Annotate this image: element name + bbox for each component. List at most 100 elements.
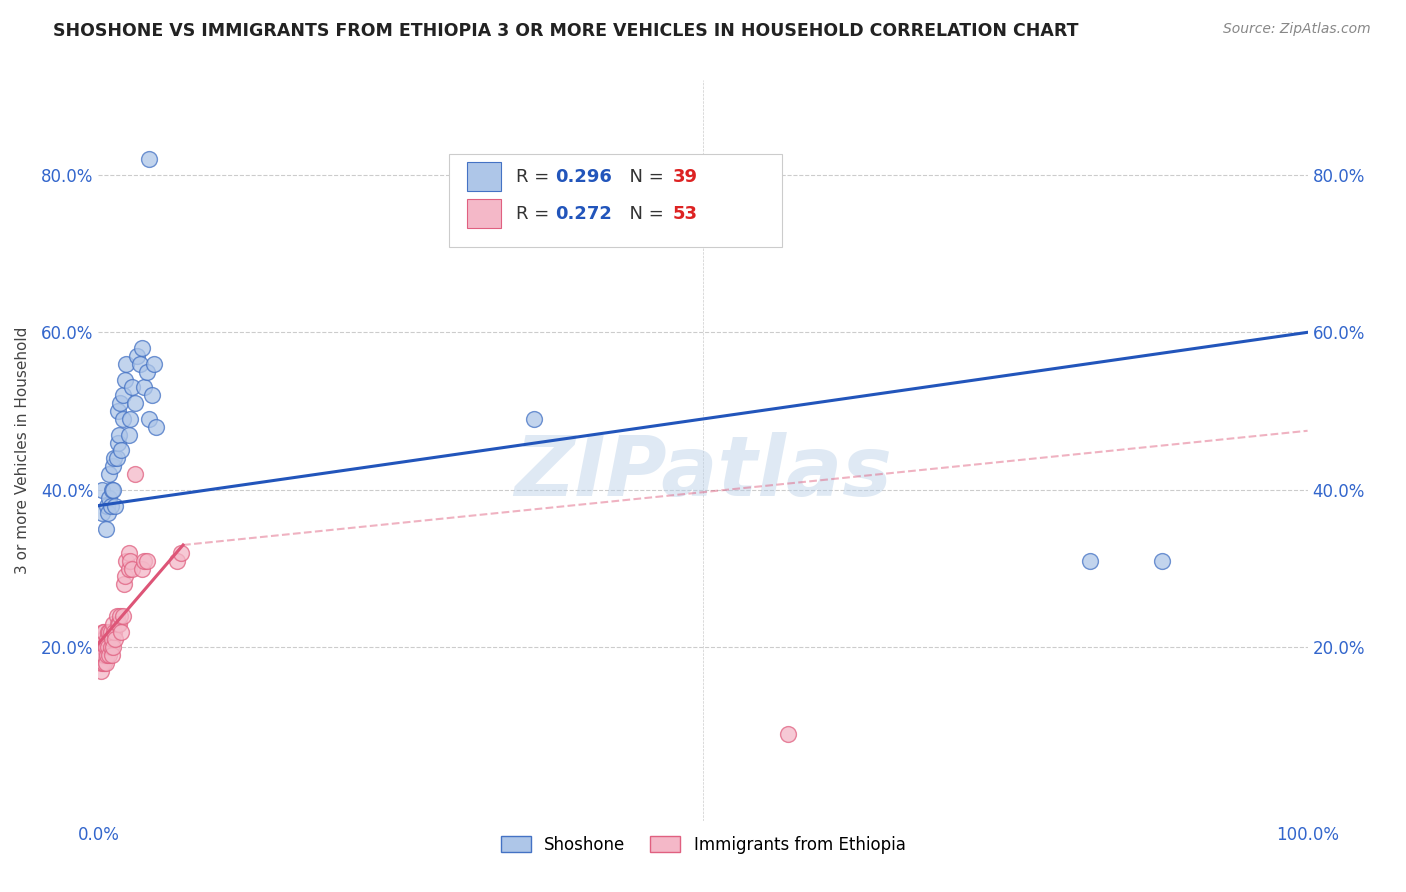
Point	[114, 569, 136, 583]
Point	[523, 412, 546, 426]
Text: SHOSHONE VS IMMIGRANTS FROM ETHIOPIA 3 OR MORE VEHICLES IN HOUSEHOLD CORRELATION: SHOSHONE VS IMMIGRANTS FROM ETHIOPIA 3 O…	[53, 22, 1078, 40]
FancyBboxPatch shape	[467, 200, 501, 227]
Point	[87, 640, 110, 655]
Point	[112, 577, 135, 591]
Point	[118, 561, 141, 575]
Point	[135, 365, 157, 379]
Point	[93, 632, 115, 647]
Point	[93, 656, 115, 670]
Point	[128, 357, 150, 371]
Point	[108, 396, 131, 410]
Point	[90, 664, 112, 678]
Text: ZIPatlas: ZIPatlas	[515, 432, 891, 513]
Point	[131, 341, 153, 355]
Point	[101, 459, 124, 474]
Point	[104, 632, 127, 647]
Point	[143, 357, 166, 371]
Point	[96, 499, 118, 513]
Point	[141, 388, 163, 402]
Point	[96, 648, 118, 663]
Point	[91, 507, 114, 521]
Point	[105, 451, 128, 466]
Text: N =: N =	[619, 168, 669, 186]
Point	[110, 624, 132, 639]
Point	[121, 380, 143, 394]
Point	[98, 648, 121, 663]
Point	[97, 624, 120, 639]
Point	[103, 624, 125, 639]
Point	[91, 632, 114, 647]
Point	[115, 554, 138, 568]
Point	[96, 632, 118, 647]
Point	[776, 727, 799, 741]
Point	[91, 640, 114, 655]
Point	[118, 554, 141, 568]
Point	[1078, 554, 1101, 568]
Text: N =: N =	[619, 204, 669, 222]
Point	[108, 608, 131, 623]
Text: R =: R =	[516, 204, 554, 222]
Point	[127, 349, 149, 363]
Text: 0.272: 0.272	[555, 204, 613, 222]
Point	[93, 648, 115, 663]
Point	[91, 624, 114, 639]
Y-axis label: 3 or more Vehicles in Household: 3 or more Vehicles in Household	[15, 326, 30, 574]
FancyBboxPatch shape	[467, 162, 501, 191]
Point	[90, 648, 112, 663]
Point	[100, 624, 122, 639]
Point	[135, 554, 157, 568]
Point	[101, 640, 124, 655]
Point	[97, 640, 120, 655]
Point	[111, 412, 134, 426]
Point	[118, 412, 141, 426]
Text: R =: R =	[516, 168, 554, 186]
Point	[1152, 554, 1174, 568]
Point	[101, 483, 124, 497]
Point	[94, 640, 117, 655]
Point	[107, 616, 129, 631]
Point	[166, 554, 188, 568]
Point	[138, 412, 160, 426]
Point	[134, 380, 156, 394]
Point	[97, 507, 120, 521]
Point	[138, 152, 160, 166]
Point	[89, 640, 111, 655]
Point	[89, 656, 111, 670]
Point	[94, 522, 117, 536]
Point	[98, 467, 121, 481]
Point	[124, 467, 146, 481]
Point	[115, 357, 138, 371]
Point	[100, 499, 122, 513]
Point	[87, 648, 110, 663]
Point	[114, 373, 136, 387]
Point	[111, 388, 134, 402]
Point	[93, 624, 115, 639]
Point	[145, 420, 167, 434]
FancyBboxPatch shape	[449, 154, 782, 247]
Text: 0.296: 0.296	[555, 168, 613, 186]
Point	[108, 427, 131, 442]
Point	[100, 640, 122, 655]
Point	[108, 616, 131, 631]
Point	[118, 427, 141, 442]
Point	[107, 404, 129, 418]
Point	[100, 632, 122, 647]
Point	[124, 396, 146, 410]
Point	[98, 491, 121, 505]
Point	[103, 451, 125, 466]
Point	[107, 435, 129, 450]
Point	[100, 483, 122, 497]
Point	[91, 656, 114, 670]
Text: 53: 53	[673, 204, 697, 222]
Point	[110, 443, 132, 458]
Point	[94, 656, 117, 670]
Point	[118, 546, 141, 560]
Point	[98, 624, 121, 639]
Text: 39: 39	[673, 168, 697, 186]
Point	[91, 640, 114, 655]
Point	[111, 608, 134, 623]
Point	[134, 554, 156, 568]
Point	[121, 561, 143, 575]
Point	[90, 632, 112, 647]
Point	[100, 648, 122, 663]
